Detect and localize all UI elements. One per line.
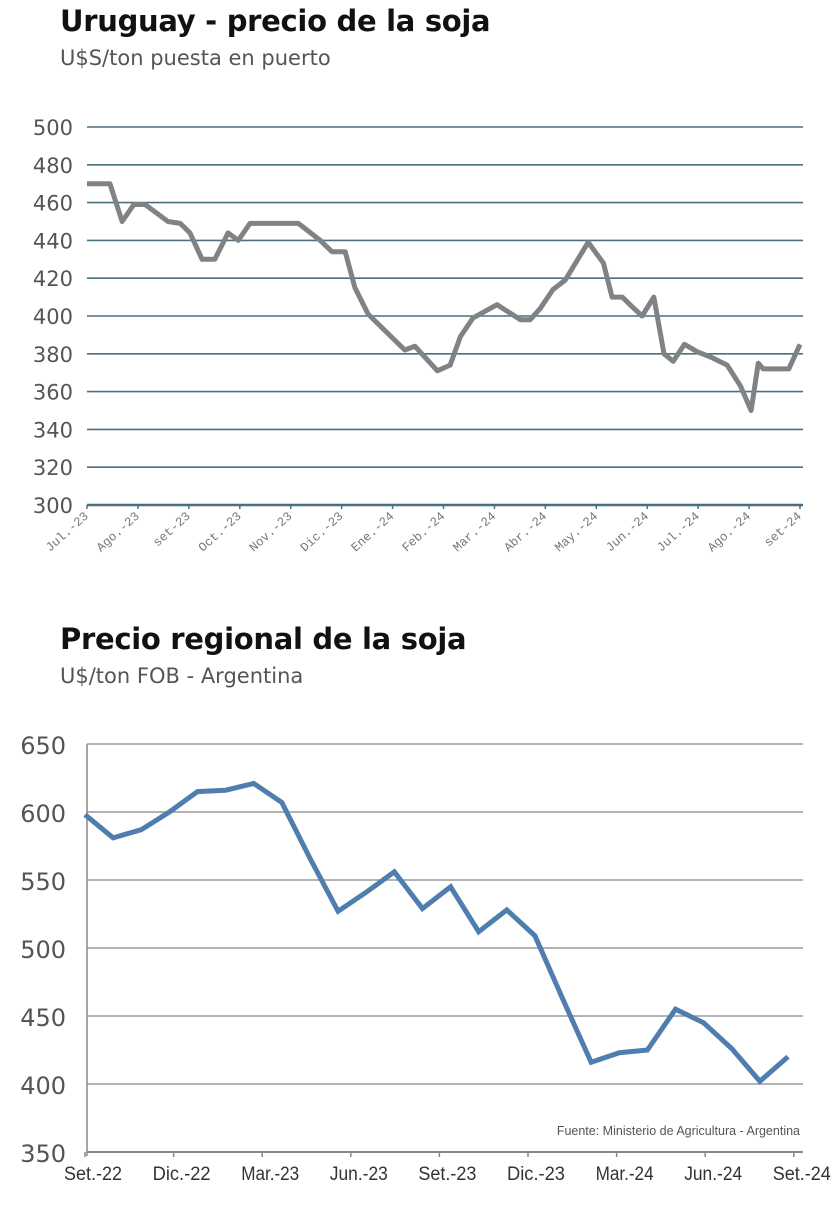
chart2-y-tick-label: 600 <box>20 800 66 828</box>
chart2-y-tick-label: 550 <box>20 868 66 896</box>
chart2-x-tick-label: Mar.-24 <box>596 1164 654 1185</box>
chart1-y-axis: 500 480 460 440 420 400 380 360 340 320 300 <box>33 116 73 518</box>
chart2-y-tick-label: 500 <box>20 936 66 964</box>
chart1-title: Uruguay - precio de la soja <box>60 4 491 38</box>
chart2-y-tick-label: 350 <box>20 1140 66 1168</box>
chart2-x-tick-label: Jun.-23 <box>330 1164 388 1185</box>
chart2-x-axis: Set.-22 Dic.-22 Mar.-23 Jun.-23 Set.-23 Dic.-… <box>64 1152 831 1185</box>
chart1-y-tick-label: 480 <box>33 154 73 178</box>
chart1-y-tick-label: 400 <box>33 305 73 329</box>
chart1-y-tick-label: 440 <box>33 229 73 253</box>
chart1-y-tick-label: 460 <box>33 192 73 216</box>
chart2-series-line <box>83 780 790 1085</box>
chart2-title: Precio regional de la soja <box>60 622 467 656</box>
chart2-y-axis: 650 600 550 500 450 400 350 <box>20 732 66 1168</box>
chart1-y-tick-label: 500 <box>33 116 73 140</box>
chart1-y-tick-label: 300 <box>33 494 73 518</box>
chart2-series <box>83 780 790 1085</box>
chart2-x-tick-label: Dic.-23 <box>507 1164 565 1185</box>
chart1-subtitle: U$S/ton puesta en puerto <box>60 46 331 70</box>
chart2-y-tick-label: 450 <box>20 1004 66 1032</box>
chart1-y-tick-label: 380 <box>33 343 73 367</box>
chart1-y-tick-label: 420 <box>33 267 73 291</box>
chart2-y-tick-label: 650 <box>20 732 66 760</box>
chart2-x-tick-label: Dic.-22 <box>153 1164 211 1185</box>
chart1-series-line <box>87 181 803 413</box>
chart2-x-tick-label: Set.-24 <box>773 1164 831 1185</box>
chart1-series <box>86 181 803 413</box>
chart2-x-tick-label: Jun.-24 <box>684 1164 742 1185</box>
chart2-x-tick-label: Set.-23 <box>418 1164 476 1185</box>
chart2-y-tick-label: 400 <box>20 1072 66 1100</box>
chart2-gridlines <box>86 743 803 1156</box>
chart2-subtitle: U$/ton FOB - Argentina <box>60 664 304 688</box>
source-annotation: Fuente: Ministerio de Agricultura - Arge… <box>557 1124 800 1138</box>
chart2-x-tick-label: Set.-22 <box>64 1164 122 1185</box>
chart1-y-tick-label: 360 <box>33 381 73 405</box>
chart1-y-tick-label: 320 <box>33 456 73 480</box>
chart1-gridlines <box>87 126 803 507</box>
chart2-x-tick-label: Mar.-23 <box>241 1164 299 1185</box>
chart1-y-tick-label: 340 <box>33 418 73 442</box>
